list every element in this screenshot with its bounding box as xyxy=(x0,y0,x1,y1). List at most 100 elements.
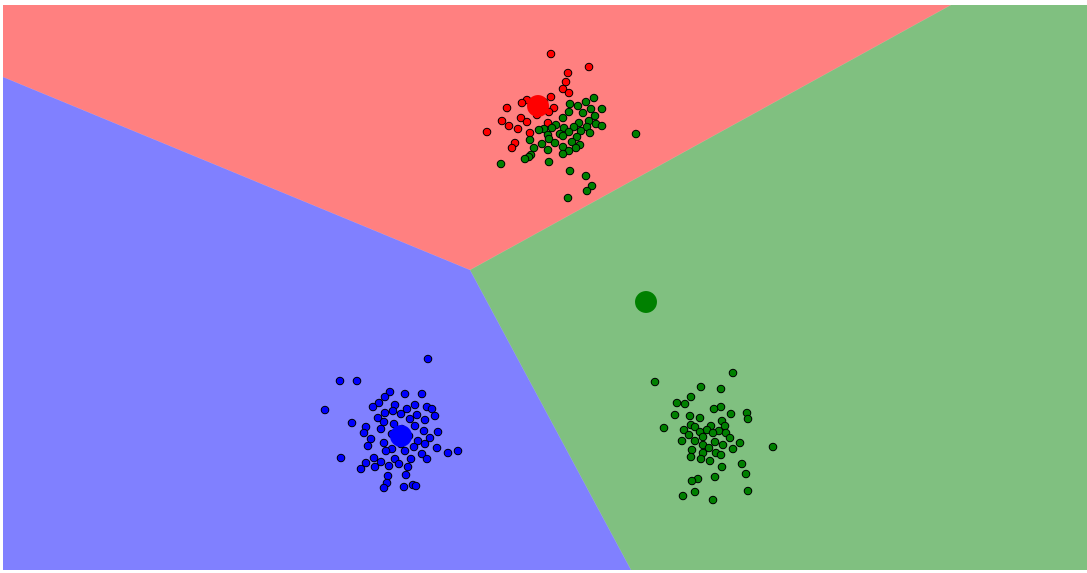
data-point-blue xyxy=(361,458,371,468)
data-point-green xyxy=(679,425,689,435)
data-point-green xyxy=(581,97,591,107)
data-point-blue xyxy=(420,415,430,425)
data-point-green xyxy=(690,436,700,446)
data-point-blue xyxy=(423,354,433,364)
data-point-green xyxy=(631,129,641,139)
data-point-green xyxy=(735,438,745,448)
data-point-green xyxy=(525,135,535,145)
data-point-green xyxy=(543,145,553,155)
data-point-green xyxy=(597,104,607,114)
data-point-blue xyxy=(374,398,384,408)
data-point-green xyxy=(563,193,573,203)
data-point-blue xyxy=(380,408,390,418)
data-point-green xyxy=(569,122,579,132)
centroid-red xyxy=(527,95,549,117)
data-point-green xyxy=(687,476,697,486)
data-point-green xyxy=(565,166,575,176)
data-point-green xyxy=(716,450,726,460)
data-point-green xyxy=(564,127,574,137)
data-point-green xyxy=(573,101,583,111)
data-point-red xyxy=(558,84,568,94)
data-point-green xyxy=(710,437,720,447)
data-points xyxy=(320,49,778,505)
data-point-blue xyxy=(413,436,423,446)
data-point-green xyxy=(705,456,715,466)
data-point-green xyxy=(597,121,607,131)
data-point-blue xyxy=(430,411,440,421)
data-point-green xyxy=(564,107,574,117)
data-point-green xyxy=(578,108,588,118)
data-point-red xyxy=(522,117,532,127)
data-point-green xyxy=(590,111,600,121)
data-point-green xyxy=(558,131,568,141)
data-point-blue xyxy=(363,441,373,451)
data-point-blue xyxy=(405,414,415,424)
data-point-green xyxy=(571,143,581,153)
data-point-green xyxy=(728,368,738,378)
data-point-green xyxy=(717,462,727,472)
data-point-blue xyxy=(425,433,435,443)
centroid-green xyxy=(635,291,657,313)
data-point-blue xyxy=(396,409,406,419)
data-point-green xyxy=(696,454,706,464)
data-point-blue xyxy=(433,427,443,437)
data-point-green xyxy=(565,99,575,109)
data-point-red xyxy=(546,49,556,59)
data-point-blue xyxy=(402,404,412,414)
data-point-red xyxy=(507,143,517,153)
data-point-green xyxy=(716,384,726,394)
data-point-blue xyxy=(359,428,369,438)
data-point-green xyxy=(589,93,599,103)
data-point-green xyxy=(687,445,697,455)
data-point-green xyxy=(680,399,690,409)
data-point-green xyxy=(544,134,554,144)
data-point-green xyxy=(537,139,547,149)
data-point-green xyxy=(686,392,696,402)
data-point-green xyxy=(672,398,682,408)
data-point-green xyxy=(726,409,736,419)
data-point-green xyxy=(695,413,705,423)
data-point-red xyxy=(504,121,514,131)
data-point-green xyxy=(534,125,544,135)
data-point-green xyxy=(704,443,714,453)
region-green xyxy=(470,5,1087,570)
data-point-green xyxy=(737,459,747,469)
data-point-blue xyxy=(411,481,421,491)
data-point-red xyxy=(497,116,507,126)
data-point-green xyxy=(716,402,726,412)
region-red xyxy=(3,5,951,270)
data-point-green xyxy=(685,411,695,421)
data-point-blue xyxy=(422,454,432,464)
data-point-green xyxy=(558,113,568,123)
data-point-green xyxy=(741,469,751,479)
data-point-blue xyxy=(320,405,330,415)
data-point-blue xyxy=(385,387,395,397)
data-point-green xyxy=(690,422,700,432)
data-point-blue xyxy=(379,483,389,493)
data-point-blue xyxy=(388,406,398,416)
centroid-blue xyxy=(390,425,412,447)
data-point-green xyxy=(581,171,591,181)
data-point-blue xyxy=(369,453,379,463)
data-point-red xyxy=(502,103,512,113)
data-point-blue xyxy=(420,439,430,449)
data-point-green xyxy=(743,414,753,424)
data-point-red xyxy=(482,127,492,137)
data-point-blue xyxy=(400,389,410,399)
data-point-green xyxy=(686,452,696,462)
data-point-green xyxy=(550,138,560,148)
data-point-blue xyxy=(401,470,411,480)
data-point-blue xyxy=(412,410,422,420)
data-point-blue xyxy=(399,482,409,492)
data-point-green xyxy=(496,159,506,169)
data-point-blue xyxy=(347,418,357,428)
data-point-green xyxy=(690,487,700,497)
region-blue xyxy=(3,77,631,570)
data-point-green xyxy=(585,128,595,138)
data-point-red xyxy=(525,128,535,138)
data-point-blue xyxy=(419,426,429,436)
data-point-blue xyxy=(379,417,389,427)
data-point-green xyxy=(520,154,530,164)
data-point-green xyxy=(572,132,582,142)
data-point-blue xyxy=(336,453,346,463)
